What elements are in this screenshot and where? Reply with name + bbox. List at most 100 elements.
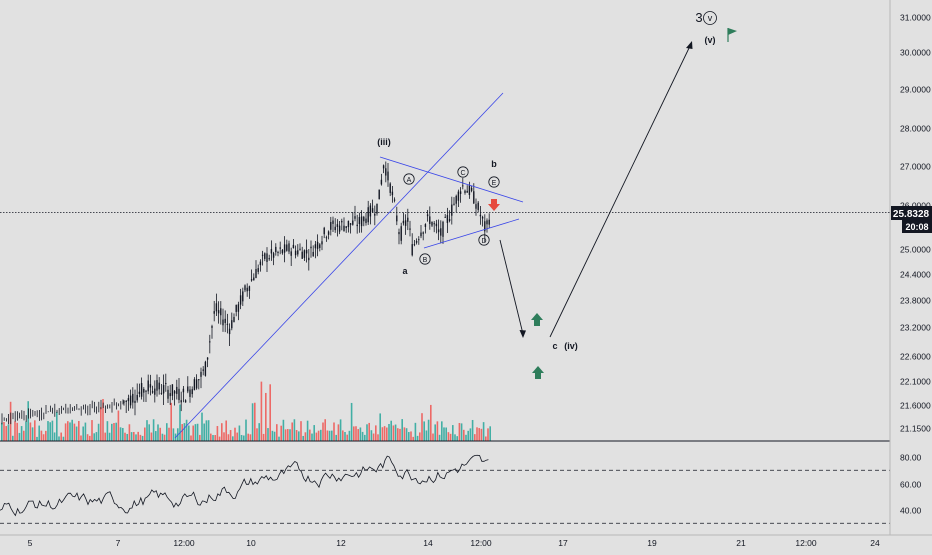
arrow-up-icon[interactable]: [532, 366, 544, 379]
rsi-series: [0, 454, 489, 517]
volume-bar: [137, 431, 139, 441]
wave-label-text: b: [491, 159, 497, 169]
volume-bar: [168, 427, 170, 441]
candle-body: [275, 246, 277, 253]
volume-bar: [126, 433, 128, 441]
volume-bar: [247, 433, 249, 441]
wave-label-text: (iv): [564, 341, 578, 351]
projection-path-up[interactable]: [549, 45, 691, 338]
candle-body: [277, 252, 279, 254]
volume-bar: [251, 403, 254, 441]
drawings[interactable]: [0, 28, 890, 439]
candle-body: [314, 244, 317, 249]
volume-bar: [86, 434, 89, 441]
candle-body: [303, 250, 306, 258]
candle-body: [457, 191, 460, 201]
wave-label-text: v: [708, 13, 713, 23]
candle-body: [310, 246, 312, 249]
price-tick-label: 29.0000: [900, 85, 931, 95]
candle-body: [308, 257, 310, 261]
volume-bar: [146, 420, 148, 441]
candle-body: [440, 228, 442, 236]
candle-body: [213, 311, 215, 314]
volume-bar: [256, 428, 258, 441]
candle-body: [297, 250, 299, 255]
volume-bar: [280, 425, 282, 441]
price-pane[interactable]: (iii) Aa B Cb E Dc (iv) (v)3 v: [0, 10, 890, 441]
volume-bar: [386, 427, 388, 441]
rsi-pane[interactable]: [0, 454, 890, 524]
volume-bar: [163, 434, 166, 441]
candle-body: [294, 250, 297, 256]
volume-bar: [403, 427, 406, 441]
candle-body: [464, 190, 466, 193]
volume-bar: [240, 434, 243, 441]
rsi-tick-label: 60.00: [900, 480, 922, 490]
volume-bar: [25, 421, 27, 441]
candle-body: [360, 216, 363, 227]
volume-bar: [243, 435, 245, 441]
volume-bar: [192, 425, 194, 441]
flag-icon[interactable]: [727, 28, 737, 42]
wave-label: (iii): [377, 137, 391, 147]
time-tick-label: 7: [116, 538, 121, 548]
price-axis[interactable]: 31.0000 30.0000 29.0000 28.0000 27.0000 26.00…: [889, 0, 931, 535]
candle-body: [253, 277, 255, 281]
candle-body: [151, 391, 154, 393]
volume-bar: [260, 381, 263, 441]
candle-body: [369, 205, 372, 217]
candle-body: [281, 249, 284, 254]
candle-body: [330, 222, 332, 230]
candle-body: [261, 254, 264, 256]
arrow-down-icon[interactable]: [488, 199, 500, 211]
volume-bar: [150, 432, 153, 441]
countdown-label: 20:08: [905, 222, 928, 232]
time-axis[interactable]: 5 7 12:00 10 12 14 12:00 17 19 21 12:00 24: [0, 534, 932, 548]
candle-body: [323, 227, 325, 235]
volume-bar: [359, 427, 362, 441]
candle-body: [226, 323, 229, 325]
volume-bar: [370, 430, 373, 441]
rsi-tick-label: 80.00: [900, 453, 922, 463]
candle-body: [349, 223, 352, 225]
triangle-lower-line[interactable]: [423, 218, 520, 249]
candle-body: [217, 310, 220, 314]
volume-bar: [223, 432, 225, 441]
volume-bar: [284, 429, 287, 441]
volume-bar: [335, 434, 337, 441]
projection-path-down[interactable]: [499, 239, 524, 335]
volume-bar: [469, 428, 472, 441]
candle-body: [479, 214, 482, 217]
candle-body: [477, 202, 479, 210]
candle-body: [283, 244, 286, 253]
candle-body: [200, 371, 202, 377]
candle-body: [396, 215, 398, 222]
volume-bar: [78, 420, 80, 441]
volume-bar: [210, 433, 212, 441]
candle-body: [189, 389, 191, 397]
wave-label: v: [703, 11, 717, 25]
volume-bar: [100, 407, 102, 441]
price-tick-label: 25.0000: [900, 245, 931, 255]
volume-bar: [216, 426, 219, 441]
volume-bar: [346, 434, 348, 441]
channel-trendline[interactable]: [174, 92, 504, 439]
candle-body: [376, 203, 378, 214]
volume-bar: [212, 435, 214, 441]
volume-bar: [225, 420, 227, 441]
candle-body: [415, 241, 418, 243]
candle-body: [224, 318, 226, 323]
wave-label: E: [488, 176, 500, 188]
price-tick-label: 31.0000: [900, 13, 931, 23]
volume-bar: [82, 426, 84, 441]
candle-body: [437, 229, 440, 233]
candle-body: [149, 384, 152, 388]
time-tick-label: 17: [558, 538, 568, 548]
triangle-upper-line[interactable]: [379, 156, 524, 203]
volume-bar: [449, 433, 452, 441]
arrow-up-icon[interactable]: [531, 313, 543, 326]
volume-bar: [463, 429, 465, 441]
wave-label-text: E: [492, 180, 497, 187]
